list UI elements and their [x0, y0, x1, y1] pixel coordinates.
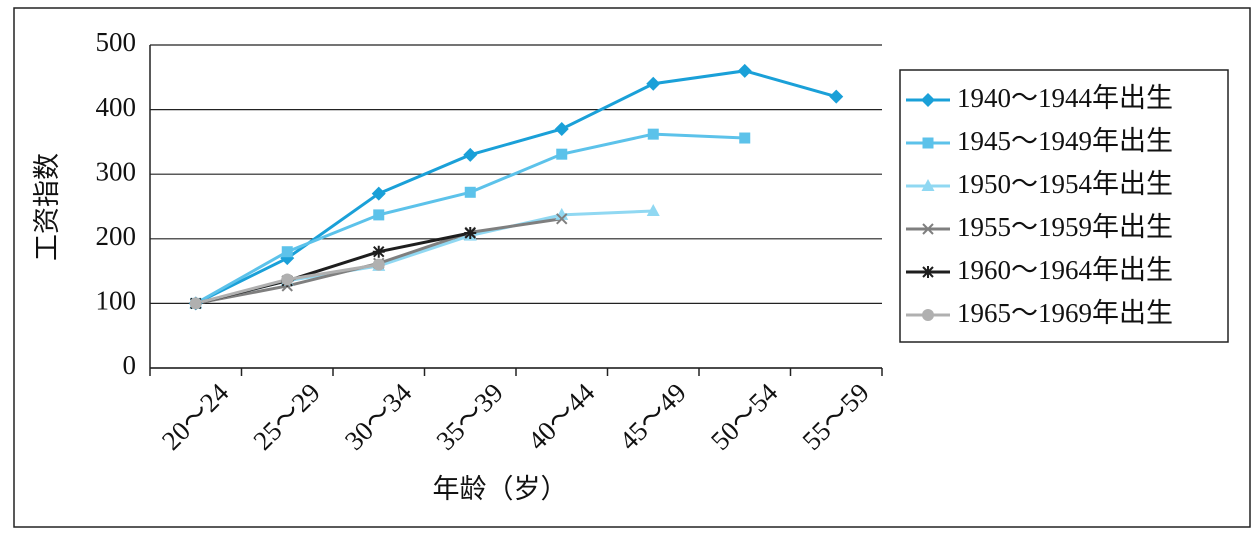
- legend-label: 1945～1949年出生: [957, 126, 1173, 156]
- y-axis-title: 工资指数: [32, 153, 62, 261]
- data-point: [281, 246, 293, 258]
- y-tick-label: 0: [123, 350, 137, 380]
- data-point: [829, 89, 844, 104]
- legend-label: 1960～1964年出生: [957, 255, 1173, 285]
- data-point: [556, 148, 568, 160]
- data-point: [464, 186, 476, 198]
- data-point: [647, 128, 659, 140]
- legend-box: [899, 69, 1229, 343]
- data-point: [463, 147, 478, 162]
- data-point: [373, 209, 385, 221]
- legend-marker: [922, 137, 934, 149]
- legend-marker: [921, 179, 935, 191]
- data-point: [739, 132, 751, 144]
- data-point: [372, 245, 385, 258]
- y-tick-label: 300: [96, 156, 137, 186]
- y-tick-label: 200: [96, 221, 137, 251]
- data-point: [189, 297, 202, 310]
- data-point: [556, 213, 568, 225]
- y-tick-label: 100: [96, 286, 137, 316]
- data-point: [646, 204, 660, 217]
- legend-marker: [921, 93, 935, 107]
- data-point: [464, 226, 477, 239]
- data-point: [554, 121, 569, 136]
- data-point: [737, 63, 752, 78]
- legend-label: 1950～1954年出生: [957, 169, 1173, 199]
- data-point: [372, 258, 385, 271]
- legend-marker: [922, 309, 934, 321]
- data-point: [371, 186, 386, 201]
- legend-label: 1955～1959年出生: [957, 212, 1173, 242]
- data-point: [646, 76, 661, 91]
- x-axis-title: 年龄（岁）: [433, 474, 568, 504]
- series-line: [195, 69, 837, 305]
- legend-label: 1940～1944年出生: [957, 83, 1173, 113]
- data-point: [281, 273, 294, 286]
- y-tick-label: 400: [96, 92, 137, 122]
- legend-marker: [922, 223, 934, 235]
- y-tick-label: 500: [96, 27, 137, 57]
- legend-marker: [922, 266, 934, 278]
- legend-label: 1965～1969年出生: [957, 298, 1173, 328]
